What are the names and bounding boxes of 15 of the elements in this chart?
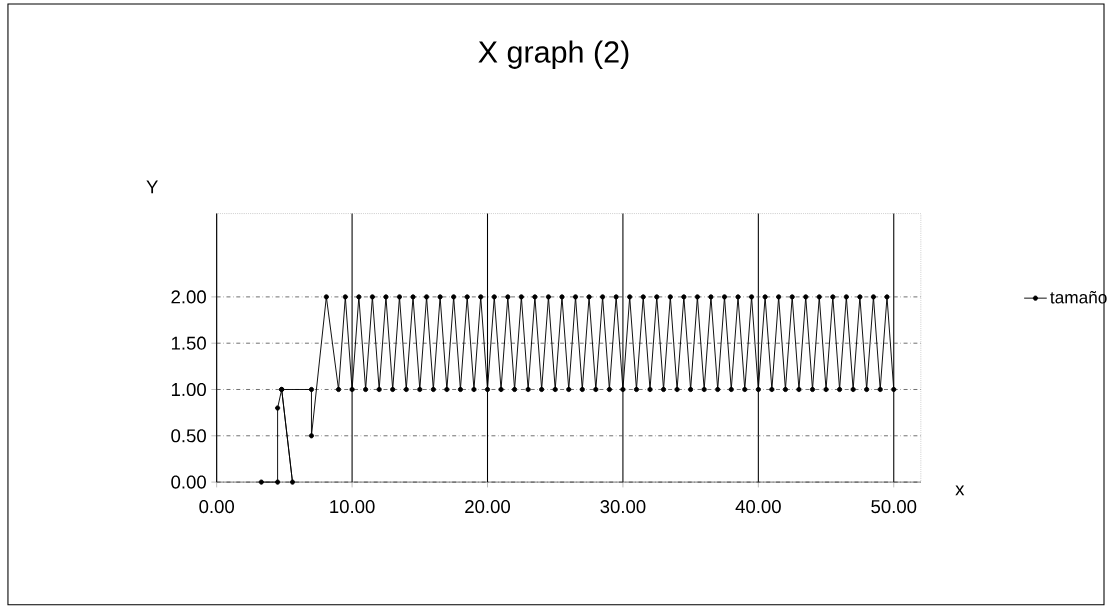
chart-title: X graph (2)	[478, 40, 629, 70]
x-tick-label: 20.00	[465, 500, 511, 514]
x-axis-title: x	[955, 485, 965, 496]
y-tick-label: 1.00	[171, 383, 206, 397]
x-tick-label: 40.00	[735, 500, 781, 514]
x-tick-label: 50.00	[871, 500, 917, 514]
y-tick-label: 0.50	[171, 429, 206, 443]
y-tick-label: 0.00	[171, 475, 206, 489]
x-tick-label: 10.00	[330, 500, 375, 514]
y-tick-label: 2.00	[171, 290, 206, 304]
legend-label: tamaño	[1050, 291, 1107, 304]
x-tick-label: 0.00	[199, 500, 235, 514]
y-axis-title: Y	[146, 180, 158, 194]
x-tick-label: 30.00	[600, 500, 646, 514]
y-tick-label: 1.50	[171, 336, 206, 350]
